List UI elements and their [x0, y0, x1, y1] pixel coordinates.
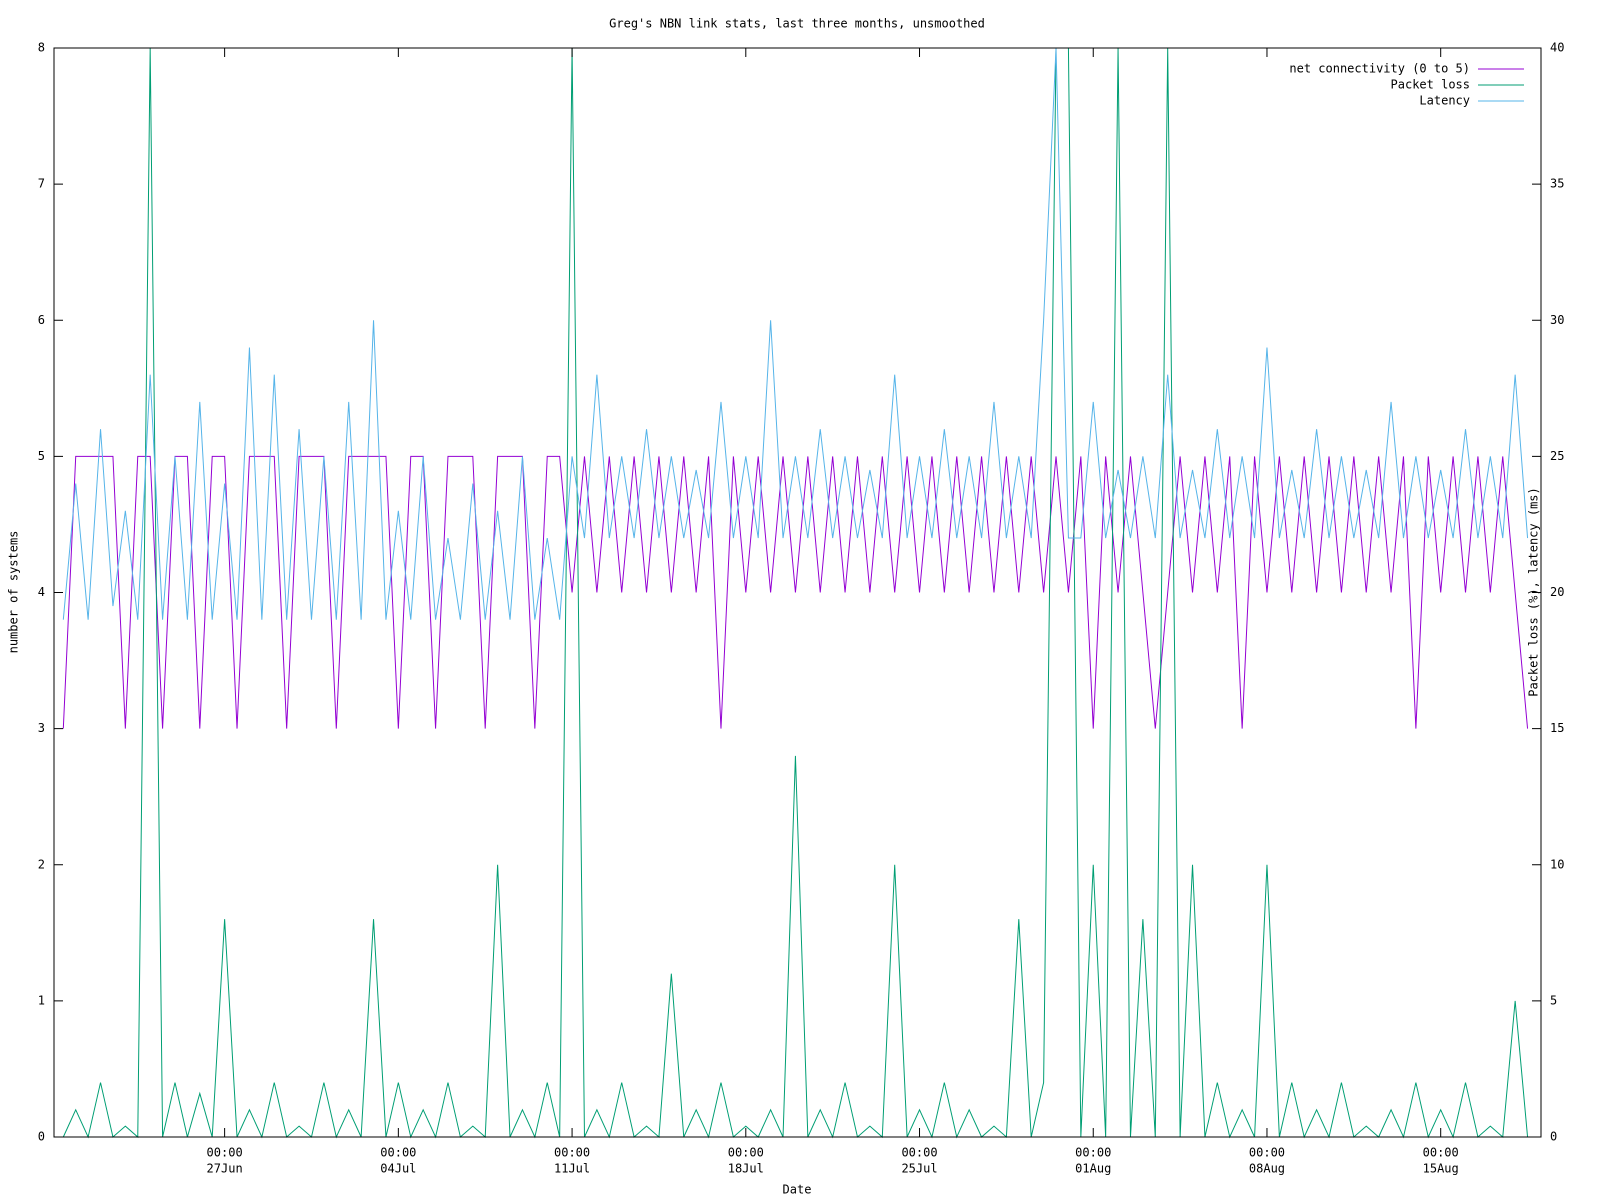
legend-label: Latency: [1419, 94, 1470, 108]
y2-tick-label: 30: [1550, 313, 1564, 327]
x-tick-label: 08Aug: [1249, 1162, 1285, 1176]
series-line: [62, 455, 1529, 729]
y2-tick-label: 25: [1550, 449, 1564, 463]
x-tick-label: 01Aug: [1075, 1162, 1111, 1176]
x-tick-label: 04Jul: [380, 1162, 416, 1176]
y2-tick-label: 35: [1550, 177, 1564, 191]
y2-tick-label: 10: [1550, 857, 1564, 871]
x-tick-label: 00:00: [1249, 1146, 1285, 1160]
x-tick-label: 27Jun: [207, 1162, 243, 1176]
legend-label: net connectivity (0 to 5): [1289, 62, 1470, 76]
y2-tick-label: 15: [1550, 721, 1564, 735]
x-tick-label: 00:00: [554, 1146, 590, 1160]
x-axis-label: Date: [783, 1183, 812, 1197]
y-tick-label: 7: [38, 177, 45, 191]
x-tick-label: 18Jul: [728, 1162, 764, 1176]
y-tick-label: 5: [38, 449, 45, 463]
y-tick-label: 1: [38, 993, 45, 1007]
y-tick-label: 2: [38, 857, 45, 871]
y2-tick-label: 40: [1550, 41, 1564, 55]
x-tick-label: 00:00: [728, 1146, 764, 1160]
x-tick-label: 25Jul: [901, 1162, 937, 1176]
series-line: [62, 47, 1529, 1139]
x-tick-label: 00:00: [207, 1146, 243, 1160]
y-axis-label: number of systems: [7, 531, 21, 654]
y-tick-label: 4: [38, 585, 45, 599]
y-tick-label: 0: [38, 1130, 45, 1144]
y-tick-label: 8: [38, 41, 45, 55]
plot-frame: [53, 47, 1542, 1138]
chart-title: Greg's NBN link stats, last three months…: [609, 17, 985, 31]
x-tick-label: 00:00: [380, 1146, 416, 1160]
x-tick-label: 00:00: [1075, 1146, 1111, 1160]
legend-label: Packet loss: [1391, 78, 1470, 92]
x-tick-label: 00:00: [901, 1146, 937, 1160]
y2-tick-label: 20: [1550, 585, 1564, 599]
y2-tick-label: 0: [1550, 1130, 1557, 1144]
x-tick-label: 00:00: [1423, 1146, 1459, 1160]
x-tick-label: 11Jul: [554, 1162, 590, 1176]
series-line: [62, 47, 1529, 620]
y-tick-label: 6: [38, 313, 45, 327]
x-tick-label: 15Aug: [1423, 1162, 1459, 1176]
y-tick-label: 3: [38, 721, 45, 735]
y2-tick-label: 5: [1550, 993, 1557, 1007]
